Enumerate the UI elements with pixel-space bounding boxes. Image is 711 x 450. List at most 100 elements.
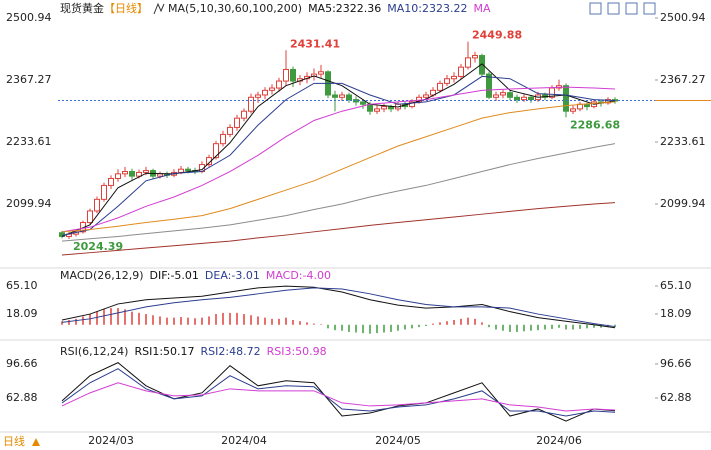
- legend-entry: DIF:-5.01: [150, 269, 199, 282]
- candle-body: [220, 133, 226, 145]
- candle-body: [269, 87, 275, 91]
- candle-body: [521, 96, 527, 101]
- legend-entry: RSI(6,12,24): [60, 345, 128, 358]
- indicator-line: [61, 382, 616, 412]
- candle-body: [283, 68, 289, 82]
- candle-body: [367, 103, 373, 112]
- candle-body: [360, 101, 366, 105]
- indicator-line: [61, 362, 616, 422]
- indicator-line: [61, 63, 616, 237]
- y-tick-label-right: 62.88: [660, 391, 692, 404]
- x-tick-label: 2024/04: [221, 434, 267, 447]
- candle-body: [255, 94, 261, 98]
- period-selector[interactable]: 日线: [3, 434, 25, 448]
- legend-entry: MACD:-4.00: [266, 269, 331, 282]
- candle-body: [451, 75, 457, 80]
- candle-body: [584, 103, 590, 108]
- candle-body: [234, 117, 240, 128]
- candle-body: [94, 198, 100, 212]
- legend-entry: MA: [474, 2, 491, 15]
- toolbar-icons[interactable]: [589, 2, 656, 15]
- candle-body: [570, 108, 576, 112]
- y-tick-label: 96.66: [6, 357, 38, 370]
- candle-body: [101, 184, 107, 200]
- candle-body: [115, 173, 121, 179]
- candle-body: [276, 80, 282, 89]
- y-tick-label: 2233.61: [6, 135, 52, 148]
- candle-body: [178, 168, 184, 173]
- candle-body: [318, 71, 324, 75]
- y-tick-label: 2500.94: [6, 11, 52, 24]
- indicator-line: [61, 101, 616, 233]
- indicator-line: [61, 202, 616, 256]
- candle-body: [241, 110, 247, 119]
- y-tick-label: 2099.94: [6, 197, 52, 210]
- indicator-icon: [153, 2, 165, 15]
- candle-body: [185, 168, 191, 172]
- legend-entry: RSI3:50.98: [267, 345, 327, 358]
- candle-body: [129, 171, 135, 177]
- candle-body: [479, 55, 485, 75]
- candle-body: [444, 78, 450, 84]
- candle-body: [290, 68, 296, 82]
- extreme-label: 2024.39: [73, 240, 123, 253]
- legend-entry: MA10:2323.22: [387, 2, 467, 15]
- candle-body: [437, 82, 443, 91]
- candle-body: [262, 89, 268, 96]
- candle-body: [500, 92, 506, 96]
- candle-body: [143, 170, 149, 173]
- y-tick-label: 18.09: [6, 307, 38, 320]
- extreme-label: 2286.68: [570, 118, 620, 131]
- legend-entry: MA(5,10,30,60,100,200): [168, 2, 302, 15]
- indicator-line: [61, 285, 616, 329]
- candle-body: [465, 57, 471, 68]
- y-tick-label-right: 18.09: [660, 307, 692, 320]
- indicator-line: [61, 287, 616, 328]
- x-tick-label: 2024/05: [375, 434, 421, 447]
- candle-body: [248, 96, 254, 112]
- y-tick-label: 62.88: [6, 391, 38, 404]
- candle-body: [122, 171, 128, 175]
- icon[interactable]: [643, 2, 656, 15]
- candle-body: [507, 92, 513, 98]
- candle-body: [486, 73, 492, 98]
- candle-body: [423, 94, 429, 98]
- x-tick-label: 2024/06: [536, 434, 582, 447]
- candle-body: [87, 210, 93, 224]
- candle-body: [563, 85, 569, 112]
- candle-body: [472, 55, 478, 59]
- candle-body: [528, 96, 534, 101]
- y-tick-label-right: 96.66: [660, 357, 692, 370]
- extreme-label: 2449.88: [472, 29, 522, 42]
- candle-body: [346, 94, 352, 101]
- y-tick-label: 65.10: [6, 279, 38, 292]
- candle-body: [458, 66, 464, 77]
- legend-entry: RSI2:48.72: [201, 345, 261, 358]
- candle-body: [381, 106, 387, 110]
- legend-entry: 【日线】: [104, 1, 148, 15]
- candle-body: [374, 108, 380, 112]
- candle-body: [157, 173, 163, 177]
- candle-body: [514, 96, 520, 101]
- candle-body: [493, 94, 499, 98]
- icon[interactable]: [625, 2, 638, 15]
- y-tick-label-right: 2099.94: [660, 197, 706, 210]
- legend-entry: 现货黄金: [60, 1, 104, 15]
- x-tick-label: 2024/03: [88, 434, 134, 447]
- y-tick-label-right: 65.10: [660, 279, 692, 292]
- candle-body: [213, 143, 219, 159]
- extreme-label: 2431.41: [290, 37, 340, 50]
- candle-body: [339, 94, 345, 98]
- icon[interactable]: [607, 2, 620, 15]
- y-tick-label-right: 2367.27: [660, 73, 706, 86]
- icon[interactable]: [589, 2, 602, 15]
- dropdown-arrow[interactable]: [32, 438, 40, 446]
- legend-entry: RSI1:50.17: [134, 345, 194, 358]
- candle-body: [332, 94, 338, 98]
- y-tick-label: 2367.27: [6, 73, 52, 86]
- legend-entry: MA5:2322.36: [308, 2, 381, 15]
- y-tick-label-right: 2233.61: [660, 135, 706, 148]
- candle-body: [108, 177, 114, 186]
- candle-body: [227, 126, 233, 135]
